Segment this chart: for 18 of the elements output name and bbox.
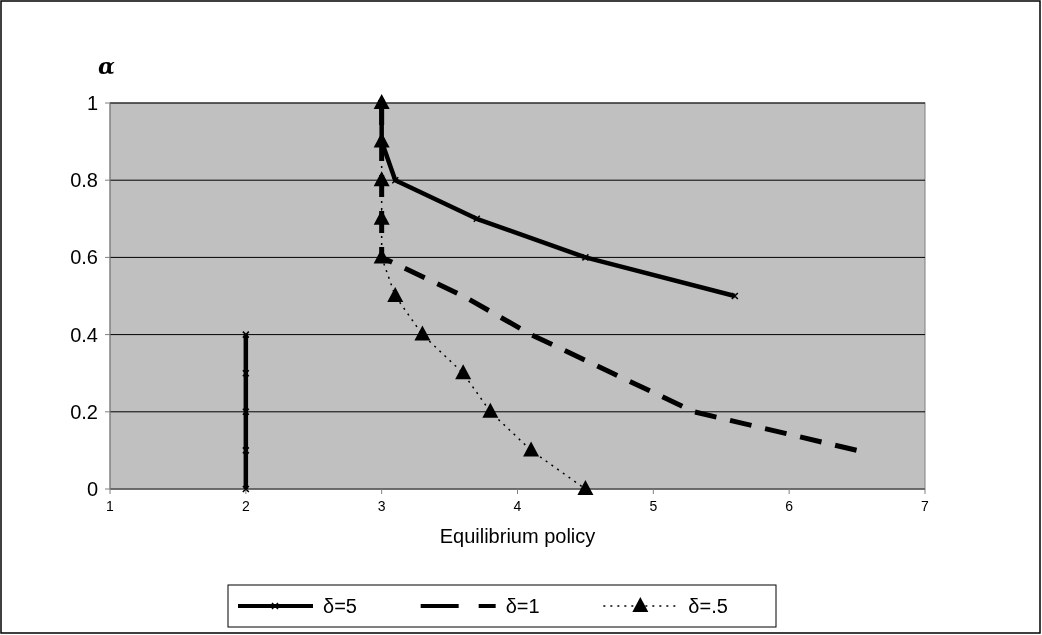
x-tick-label: 7 bbox=[921, 498, 930, 514]
y-tick-label: 0.2 bbox=[70, 400, 98, 423]
legend-label: δ=5 bbox=[323, 595, 357, 617]
x-tick-label: 1 bbox=[106, 498, 115, 514]
y-axis-title: α bbox=[98, 53, 115, 79]
x-tick-label: 4 bbox=[513, 498, 522, 514]
y-tick-label: 0.8 bbox=[70, 169, 98, 192]
y-tick-label: 0.6 bbox=[70, 246, 98, 269]
x-tick-label: 5 bbox=[649, 498, 658, 514]
y-tick-label: 0.4 bbox=[70, 323, 98, 346]
x-tick-label: 2 bbox=[241, 498, 250, 514]
x-tick-label: 6 bbox=[785, 498, 794, 514]
y-tick-label: 0 bbox=[86, 478, 98, 500]
y-tick-label: 1 bbox=[86, 92, 98, 114]
x-tick-label: 3 bbox=[377, 498, 386, 514]
x-axis-title: Equilibrium policy bbox=[439, 525, 596, 547]
legend-label: δ=1 bbox=[505, 595, 540, 617]
legend-label: δ=.5 bbox=[688, 595, 728, 617]
